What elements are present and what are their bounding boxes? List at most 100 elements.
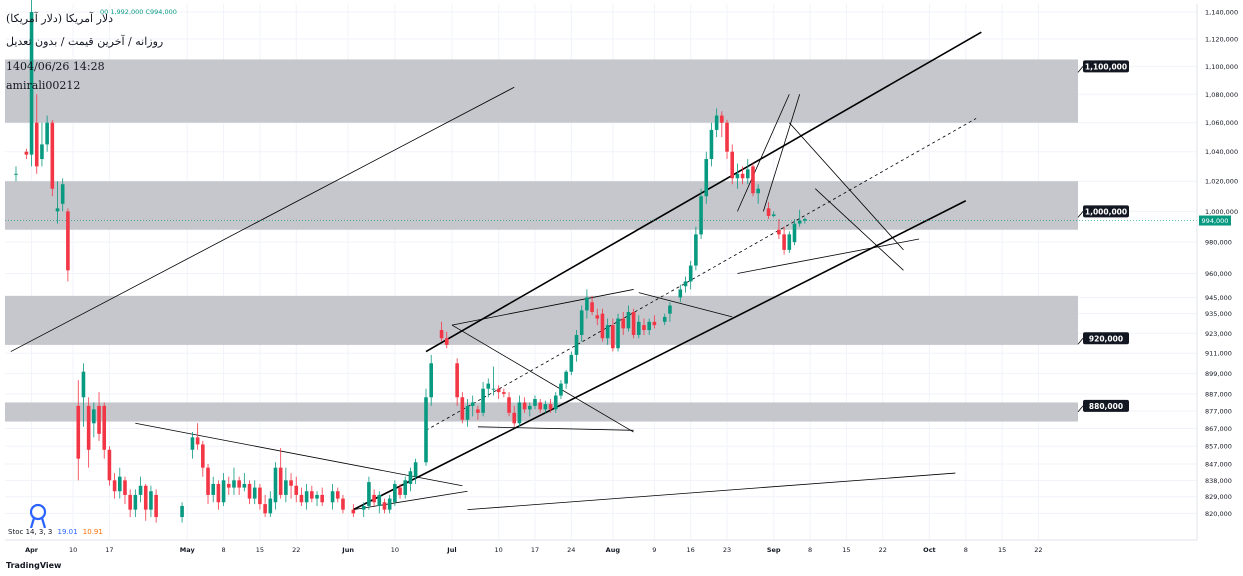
candle-up: [60, 184, 65, 204]
candle-up: [138, 485, 143, 495]
candle-up: [268, 498, 273, 514]
price-tick-label: 867,000: [1205, 425, 1232, 433]
candle-down: [496, 388, 501, 393]
candle-down: [725, 122, 729, 152]
stochastic-legend[interactable]: Stoc 14, 3, 3 19.01 10.91: [6, 528, 105, 536]
time-tick-label: May: [180, 546, 196, 554]
candle-up: [242, 483, 247, 488]
candle-up: [81, 371, 86, 398]
candle-up: [330, 491, 335, 503]
tradingview-logo[interactable]: TradingView: [6, 561, 61, 570]
price-callout-label: 880,000: [1089, 402, 1123, 411]
price-tick-label: 829,000: [1205, 493, 1232, 501]
candle-down: [66, 211, 70, 271]
candle-down: [258, 487, 262, 505]
candle-down: [76, 405, 81, 459]
candle-up: [569, 354, 574, 372]
candle-up: [704, 159, 709, 197]
trend-line: [789, 122, 904, 251]
time-tick-label: Apr: [25, 546, 39, 554]
price-callout-label: 920,000: [1089, 334, 1123, 343]
candle-down: [86, 405, 91, 450]
candle-down: [216, 483, 221, 503]
time-tick-label: 10: [495, 546, 503, 554]
candle-down: [512, 412, 517, 424]
callout-pointer: [1077, 338, 1084, 345]
candle-down: [341, 498, 345, 510]
trend-line: [352, 200, 967, 511]
candle-down: [751, 166, 755, 194]
candle-up: [232, 480, 236, 488]
support-resistance-zone: [5, 181, 1078, 230]
candle-up: [647, 321, 651, 331]
candle-up: [190, 437, 195, 450]
candle-up: [564, 371, 568, 384]
candle-up: [491, 388, 496, 390]
candle-down: [335, 491, 340, 499]
time-tick-label: 16: [687, 546, 695, 554]
candle-down: [247, 483, 252, 499]
trend-line: [353, 490, 468, 511]
price-tick-label: 935,000: [1205, 310, 1232, 318]
price-tick-label: 877,000: [1205, 408, 1232, 416]
stochastic-k-value: 19.01: [57, 528, 78, 536]
candle-up: [408, 471, 413, 484]
candle-up: [694, 234, 698, 266]
candle-down: [455, 363, 459, 398]
price-tick-label: 1,080,000: [1205, 91, 1238, 99]
time-tick-label: 10: [391, 546, 399, 554]
candle-up: [699, 196, 703, 235]
candle-up: [678, 289, 683, 298]
callout-pointer: [1077, 66, 1084, 73]
time-tick-label: 8: [808, 546, 812, 554]
candle-up: [533, 398, 537, 406]
candle-up: [429, 363, 433, 398]
candle-up: [528, 405, 532, 410]
candle-up: [180, 505, 184, 518]
candle-up: [662, 316, 667, 322]
candle-up: [424, 397, 428, 463]
candle-up: [756, 188, 760, 194]
candle-down: [97, 405, 101, 434]
candle-up: [393, 483, 397, 503]
price-tick-label: 1,140,000: [1205, 9, 1238, 17]
support-resistance-zone: [5, 59, 1078, 123]
trend-line: [477, 426, 634, 431]
candle-down: [621, 318, 626, 329]
candle-down: [600, 313, 605, 339]
time-tick-label: 15: [842, 546, 850, 554]
price-callout-box: [1083, 60, 1129, 73]
candle-down: [278, 467, 283, 495]
candle-down: [289, 480, 293, 486]
candle-down: [460, 397, 465, 420]
time-tick-label: 8: [222, 546, 226, 554]
time-tick-label: 8: [964, 546, 968, 554]
time-tick-label: 10: [69, 546, 77, 554]
candle-down: [720, 115, 724, 123]
price-callout-box: [1083, 399, 1129, 412]
candle-up: [683, 281, 688, 287]
candle-down: [102, 405, 107, 450]
candle-down: [740, 173, 745, 179]
instrument-title: دلار آمریکا (دلار آمریکا): [6, 12, 114, 25]
trend-line: [814, 188, 904, 271]
candle-down: [642, 325, 646, 331]
candle-down: [237, 480, 241, 488]
candle-down: [439, 330, 444, 339]
candle-up: [605, 325, 610, 339]
timestamp: 1404/06/26 14:28: [6, 60, 105, 73]
trend-line: [762, 94, 801, 212]
price-callout-label: 1,000,000: [1085, 207, 1127, 216]
candle-up: [559, 383, 563, 396]
time-tick-label: 17: [105, 546, 113, 554]
candle-down: [590, 302, 594, 313]
candle-down: [382, 502, 387, 510]
candle-up: [367, 482, 371, 506]
candle-down: [631, 312, 636, 335]
candle-up: [579, 310, 584, 335]
price-callout-label: 1,100,000: [1085, 62, 1127, 71]
candle-down: [522, 402, 527, 410]
price-tick-label: 1,120,000: [1205, 35, 1238, 43]
candle-up: [803, 219, 807, 221]
